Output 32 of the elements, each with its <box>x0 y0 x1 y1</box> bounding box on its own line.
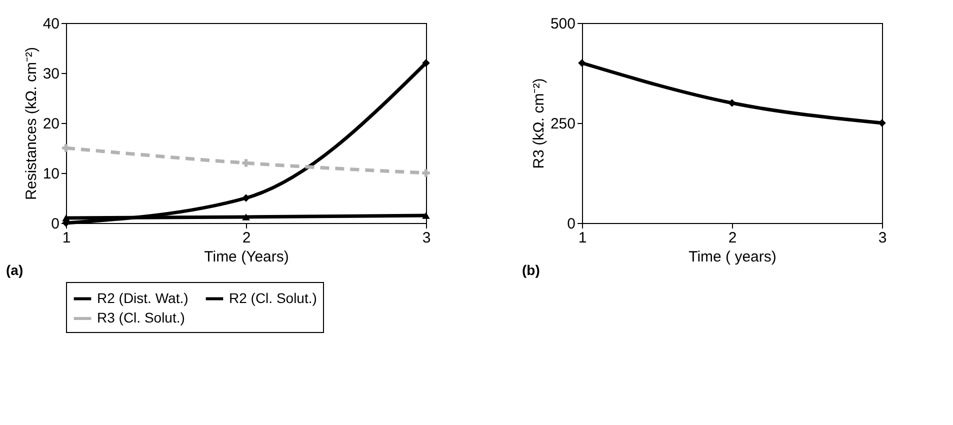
point <box>62 144 70 152</box>
x-tick-label: 1 <box>62 230 71 246</box>
point <box>728 99 736 107</box>
y-tick-label: 30 <box>42 66 60 82</box>
point <box>242 194 250 202</box>
y-tick-label: 20 <box>42 116 60 132</box>
legend-label: R2 (Cl. Solut.) <box>229 290 317 306</box>
text: (b) <box>522 262 540 278</box>
legend-label: R3 (Cl. Solut.) <box>97 310 185 326</box>
point <box>578 59 586 67</box>
y-axis-title: Resistances (kΩ. cm⁻²) <box>22 47 40 200</box>
x-tick-label: 3 <box>422 230 431 246</box>
x-tick-label: 3 <box>878 230 887 246</box>
y-tick-label: 250 <box>550 116 576 132</box>
y-tick-label: 10 <box>42 166 60 182</box>
x-axis-title: Time ( years) <box>688 248 776 266</box>
point <box>422 59 430 67</box>
x-axis-title: Time (Years) <box>204 248 289 266</box>
text: (a) <box>6 262 24 278</box>
x-tick-label: 1 <box>578 230 587 246</box>
point <box>242 214 250 220</box>
x-tick-label: 2 <box>242 230 251 246</box>
y-tick-label: 40 <box>42 16 60 32</box>
y-tick-label: 500 <box>550 16 576 32</box>
y-tick-label: 0 <box>567 216 576 232</box>
point <box>62 214 70 222</box>
x-tick-label: 2 <box>728 230 737 246</box>
point <box>422 169 430 177</box>
y-axis-title: R3 (kΩ. cm⁻²) <box>530 78 548 169</box>
point <box>422 212 430 219</box>
y-tick-label: 0 <box>51 216 60 232</box>
legend-label: R2 (Dist. Wat.) <box>97 290 188 306</box>
